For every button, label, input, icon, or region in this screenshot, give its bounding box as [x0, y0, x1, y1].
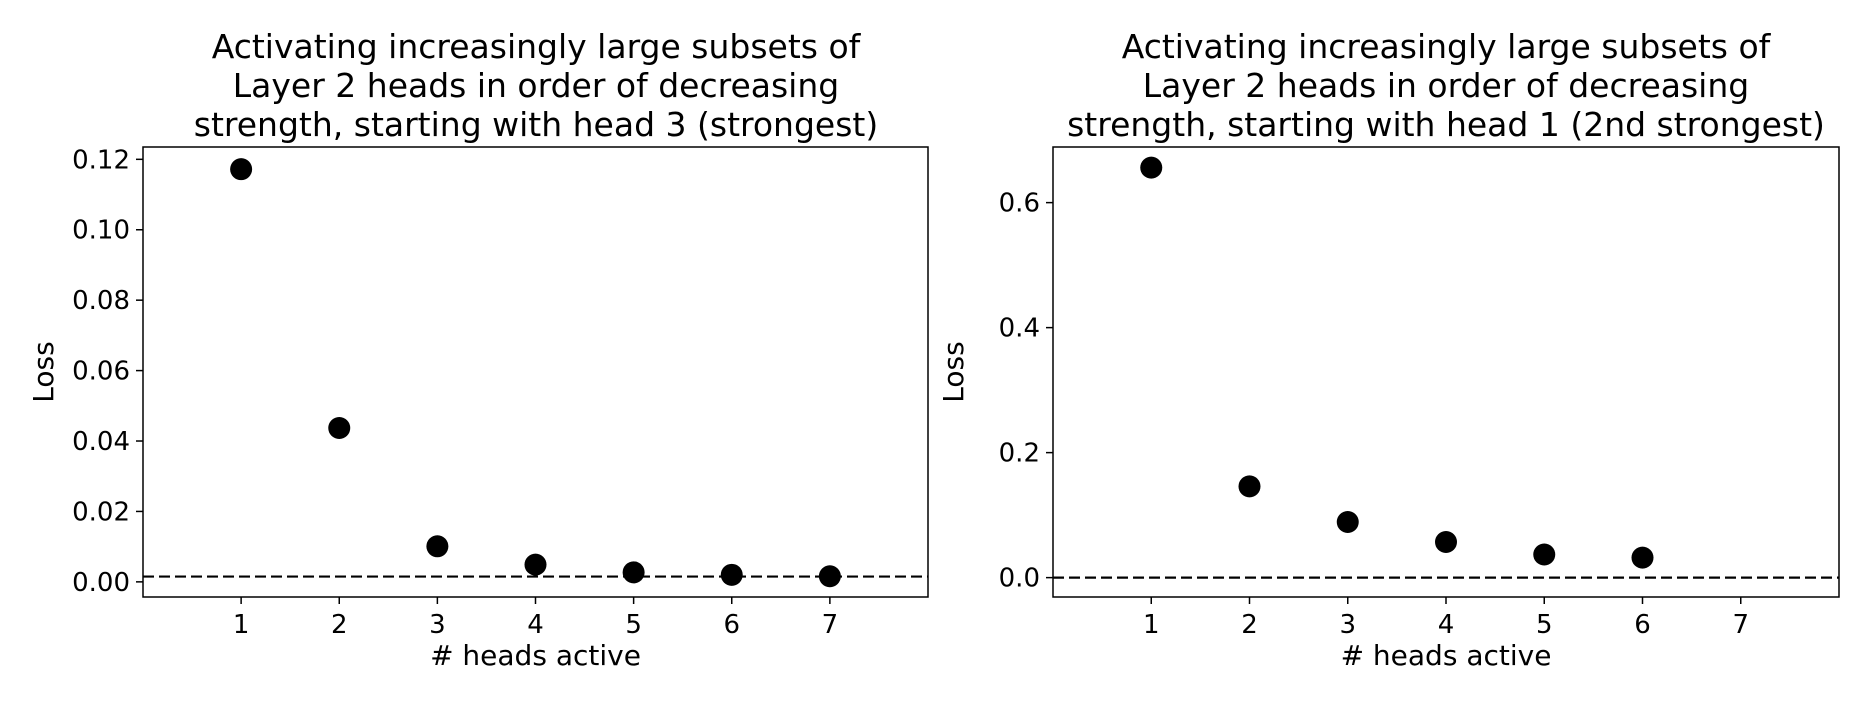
chart-title-line: Layer 2 heads in order of decreasing: [233, 66, 839, 105]
y-tick-label: 0.0: [999, 564, 1040, 594]
data-point: [230, 158, 253, 181]
plot-frame: [1052, 146, 1840, 598]
data-point: [524, 553, 547, 576]
y-tick-label: 0.02: [72, 497, 130, 527]
data-point: [1533, 543, 1556, 566]
x-tick-label: 3: [429, 610, 446, 640]
y-tick-label: 0.08: [72, 286, 130, 316]
data-point: [622, 561, 645, 584]
x-tick-label: 1: [233, 610, 250, 640]
y-axis-label: Loss: [27, 341, 60, 402]
data-point: [818, 565, 841, 588]
data-point: [328, 416, 351, 439]
x-tick-label: 3: [1339, 610, 1356, 640]
data-point: [1631, 546, 1654, 569]
y-tick-label: 0.00: [72, 568, 130, 598]
chart-panel-1: Activating increasingly large subsets of…: [27, 27, 929, 672]
data-point: [720, 563, 743, 586]
x-tick-label: 1: [1143, 610, 1160, 640]
y-tick-label: 0.2: [999, 439, 1040, 469]
x-tick-label: 2: [1241, 610, 1258, 640]
y-tick-label: 0.10: [72, 216, 130, 246]
y-tick-label: 0.04: [72, 427, 130, 457]
data-point: [1435, 531, 1457, 553]
data-point: [1336, 511, 1359, 533]
x-tick-label: 6: [723, 610, 740, 640]
y-axis-label: Loss: [937, 341, 970, 402]
chart-title-line: Activating increasingly large subsets of: [1122, 27, 1772, 66]
y-tick-label: 0.6: [999, 189, 1040, 219]
x-tick-label: 4: [527, 610, 544, 640]
data-point: [1140, 156, 1163, 179]
y-tick-label: 0.4: [999, 314, 1040, 344]
y-tick-label: 0.06: [72, 357, 130, 387]
chart-title-line: strength, starting with head 3 (stronges…: [194, 105, 878, 144]
chart-title-line: Activating increasingly large subsets of: [212, 27, 862, 66]
data-point: [426, 535, 449, 558]
x-axis-label: # heads active: [430, 639, 641, 672]
y-tick-label: 0.12: [72, 145, 130, 175]
x-tick-label: 5: [1536, 610, 1553, 640]
plot-frame: [142, 146, 929, 598]
x-tick-label: 6: [1634, 610, 1651, 640]
chart-panel-2: Activating increasingly large subsets of…: [937, 27, 1840, 672]
x-tick-label: 2: [331, 610, 348, 640]
data-point: [1238, 475, 1261, 498]
x-tick-label: 5: [625, 610, 642, 640]
x-tick-label: 7: [822, 610, 839, 640]
chart-title-line: Layer 2 heads in order of decreasing: [1143, 66, 1749, 105]
x-tick-label: 7: [1732, 610, 1749, 640]
x-tick-label: 4: [1438, 610, 1455, 640]
chart-title-line: strength, starting with head 1 (2nd stro…: [1067, 105, 1825, 144]
x-axis-label: # heads active: [1341, 639, 1552, 672]
